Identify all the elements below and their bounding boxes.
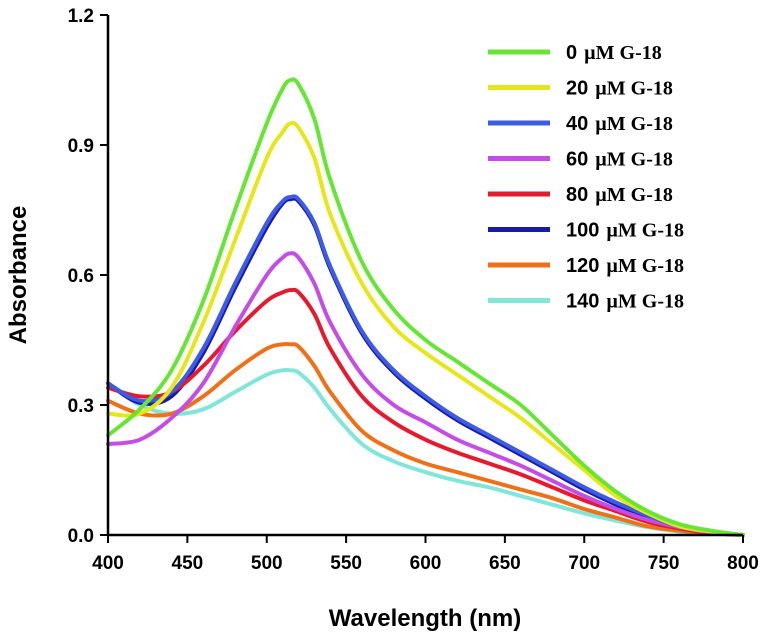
- legend-label: 60 µM G-18: [566, 149, 673, 171]
- legend-unit: µM G-18: [595, 78, 673, 100]
- legend-label: 80 µM G-18: [566, 184, 673, 206]
- legend-unit: µM G-18: [595, 184, 673, 206]
- y-tick-label: 0.9: [68, 136, 94, 157]
- legend-unit: µM G-18: [595, 149, 673, 171]
- legend-item-100-uM: 100 µM G-18: [488, 220, 684, 242]
- series-line-40-uM: [106, 194, 745, 537]
- y-axis-title: Absorbance: [5, 206, 32, 345]
- legend-label: 140 µM G-18: [566, 291, 684, 313]
- legend-concentration: 140: [566, 291, 599, 313]
- legend-label: 20 µM G-18: [566, 78, 673, 100]
- x-tick-label: 750: [648, 553, 680, 574]
- x-axis-title: Wavelength (nm): [329, 605, 521, 632]
- legend: 0 µM G-18 20 µM G-18 40 µM G-18 60 µM G-18 80 µM …: [488, 42, 684, 313]
- legend-label: 40 µM G-18: [566, 113, 673, 135]
- x-tick-label: 600: [410, 553, 442, 574]
- legend-unit: µM G-18: [595, 113, 673, 135]
- legend-unit: µM G-18: [584, 42, 662, 64]
- legend-item-140-uM: 140 µM G-18: [488, 291, 684, 313]
- legend-concentration: 80: [566, 184, 588, 206]
- x-tick-label: 700: [568, 553, 600, 574]
- legend-concentration: 60: [566, 149, 588, 171]
- legend-concentration: 0: [566, 42, 577, 64]
- series-line-60-uM: [106, 251, 745, 537]
- y-tick-label: 0.3: [68, 396, 94, 417]
- legend-unit: µM G-18: [606, 220, 684, 242]
- legend-item-60-uM: 60 µM G-18: [488, 149, 673, 171]
- series-line-120-uM: [106, 341, 745, 537]
- legend-item-80-uM: 80 µM G-18: [488, 184, 673, 206]
- y-tick-label: 1.2: [68, 6, 94, 27]
- y-tick-label: 0.0: [68, 526, 94, 547]
- legend-concentration: 40: [566, 113, 588, 135]
- legend-concentration: 20: [566, 78, 588, 100]
- x-tick-label: 500: [251, 553, 283, 574]
- legend-label: 120 µM G-18: [566, 255, 684, 277]
- legend-item-120-uM: 120 µM G-18: [488, 255, 684, 277]
- x-tick-label: 650: [489, 553, 521, 574]
- legend-item-0-uM: 0 µM G-18: [488, 42, 662, 64]
- ticks-layer: 400 450 500 550 600 650 700 750 8000.00.30.60.91…: [68, 6, 759, 574]
- legend-item-40-uM: 40 µM G-18: [488, 113, 673, 135]
- series-line-20-uM: [106, 120, 745, 537]
- x-tick-label: 550: [330, 553, 362, 574]
- legend-concentration: 100: [566, 220, 599, 242]
- legend-label: 100 µM G-18: [566, 220, 684, 242]
- legend-label: 0 µM G-18: [566, 42, 662, 64]
- series-line-140-uM: [106, 367, 745, 537]
- x-tick-label: 800: [727, 553, 759, 574]
- x-tick-label: 450: [172, 553, 204, 574]
- series-layer: [106, 77, 745, 537]
- legend-unit: µM G-18: [606, 255, 684, 277]
- legend-unit: µM G-18: [606, 291, 684, 313]
- series-line-0-uM: [106, 77, 745, 537]
- y-tick-label: 0.6: [68, 266, 94, 287]
- legend-item-20-uM: 20 µM G-18: [488, 78, 673, 100]
- legend-concentration: 120: [566, 255, 599, 277]
- x-tick-label: 400: [92, 553, 124, 574]
